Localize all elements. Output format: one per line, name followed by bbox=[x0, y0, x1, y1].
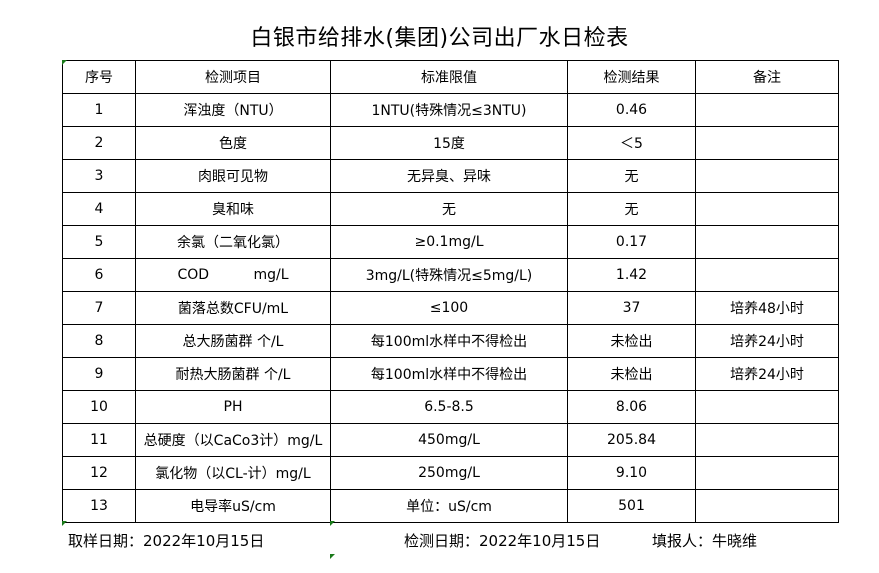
table-row: 2 色度 15度 ＜5 bbox=[62, 126, 839, 160]
table-cell[interactable]: 9 bbox=[62, 357, 136, 391]
table-cell[interactable]: 1NTU(特殊情况≤3NTU) bbox=[330, 93, 568, 127]
table-cell[interactable] bbox=[695, 456, 839, 490]
table-row: 11 总硬度（以CaCo3计）mg/L 450mg/L 205.84 bbox=[62, 423, 839, 457]
table-row: 10 PH 6.5-8.5 8.06 bbox=[62, 390, 839, 424]
table-cell[interactable] bbox=[695, 93, 839, 127]
table-header-row: 序号 检测项目 标准限值 检测结果 备注 bbox=[62, 60, 839, 94]
table-cell[interactable]: 电导率uS/cm bbox=[135, 489, 331, 523]
table-cell[interactable]: 11 bbox=[62, 423, 136, 457]
table-cell[interactable]: 0.17 bbox=[567, 225, 696, 259]
table-cell[interactable]: 4 bbox=[62, 192, 136, 226]
table-cell[interactable]: 每100ml水样中不得检出 bbox=[330, 357, 568, 391]
table-cell[interactable]: 2 bbox=[62, 126, 136, 160]
table-cell[interactable]: 无 bbox=[567, 192, 696, 226]
table-row: 7 菌落总数CFU/mL ≤100 37 培养48小时 bbox=[62, 291, 839, 325]
reporter: 填报人：牛晓维 bbox=[652, 532, 758, 550]
table-cell[interactable]: 5 bbox=[62, 225, 136, 259]
column-header: 标准限值 bbox=[330, 60, 568, 94]
table-cell[interactable]: 12 bbox=[62, 456, 136, 490]
column-header: 检测结果 bbox=[567, 60, 696, 94]
table-cell[interactable]: 每100ml水样中不得检出 bbox=[330, 324, 568, 358]
table-cell[interactable]: 1.42 bbox=[567, 258, 696, 292]
table-cell[interactable]: 无异臭、异味 bbox=[330, 159, 568, 193]
table-row: 8 总大肠菌群 个/L 每100ml水样中不得检出 未检出 培养24小时 bbox=[62, 324, 839, 358]
table-cell[interactable]: 8 bbox=[62, 324, 136, 358]
table-cell[interactable]: 8.06 bbox=[567, 390, 696, 424]
table-cell[interactable]: ≤100 bbox=[330, 291, 568, 325]
cell-marker-icon bbox=[62, 521, 67, 526]
table-cell[interactable] bbox=[695, 126, 839, 160]
table-cell[interactable]: ＜5 bbox=[567, 126, 696, 160]
table-cell[interactable] bbox=[695, 390, 839, 424]
table-cell[interactable]: 耐热大肠菌群 个/L bbox=[135, 357, 331, 391]
table-cell[interactable]: 总大肠菌群 个/L bbox=[135, 324, 331, 358]
test-date: 检测日期：2022年10月15日 bbox=[404, 532, 601, 550]
table-cell[interactable]: 205.84 bbox=[567, 423, 696, 457]
table-cell[interactable] bbox=[695, 489, 839, 523]
table-cell[interactable]: 9.10 bbox=[567, 456, 696, 490]
page-title: 白银市给排水(集团)公司出厂水日检表 bbox=[250, 26, 629, 51]
table-cell[interactable]: 未检出 bbox=[567, 357, 696, 391]
table-cell[interactable]: 6.5-8.5 bbox=[330, 390, 568, 424]
column-header: 检测项目 bbox=[135, 60, 331, 94]
table-cell[interactable]: 未检出 bbox=[567, 324, 696, 358]
table-cell[interactable]: 无 bbox=[330, 192, 568, 226]
column-header: 序号 bbox=[62, 60, 136, 94]
table-row: 1 浑浊度（NTU） 1NTU(特殊情况≤3NTU) 0.46 bbox=[62, 93, 839, 127]
table-cell[interactable]: 培养48小时 bbox=[695, 291, 839, 325]
table-row: 5 余氯（二氧化氯） ≥0.1mg/L 0.17 bbox=[62, 225, 839, 259]
table-cell[interactable] bbox=[695, 192, 839, 226]
table-cell[interactable] bbox=[695, 258, 839, 292]
table-cell[interactable]: 501 bbox=[567, 489, 696, 523]
cell-marker-icon bbox=[330, 554, 335, 559]
column-header: 备注 bbox=[695, 60, 839, 94]
table-row: 6 COD mg/L 3mg/L(特殊情况≤5mg/L) 1.42 bbox=[62, 258, 839, 292]
table-cell[interactable]: ≥0.1mg/L bbox=[330, 225, 568, 259]
table-cell[interactable]: 培养24小时 bbox=[695, 357, 839, 391]
table-cell[interactable]: 培养24小时 bbox=[695, 324, 839, 358]
table-cell[interactable]: 余氯（二氧化氯） bbox=[135, 225, 331, 259]
table-cell[interactable]: 1 bbox=[62, 93, 136, 127]
table-cell[interactable]: 10 bbox=[62, 390, 136, 424]
cell-marker-icon bbox=[62, 60, 67, 65]
table-cell[interactable]: 单位：uS/cm bbox=[330, 489, 568, 523]
table-cell[interactable]: 250mg/L bbox=[330, 456, 568, 490]
table-row: 12 氯化物（以CL-计）mg/L 250mg/L 9.10 bbox=[62, 456, 839, 490]
table-cell[interactable]: 450mg/L bbox=[330, 423, 568, 457]
table-row: 9 耐热大肠菌群 个/L 每100ml水样中不得检出 未检出 培养24小时 bbox=[62, 357, 839, 391]
table-cell[interactable]: 氯化物（以CL-计）mg/L bbox=[135, 456, 331, 490]
table-cell[interactable]: COD mg/L bbox=[135, 258, 331, 292]
table-cell[interactable]: 13 bbox=[62, 489, 136, 523]
table-cell[interactable]: PH bbox=[135, 390, 331, 424]
cell-marker-icon bbox=[330, 521, 335, 526]
table-cell[interactable] bbox=[695, 423, 839, 457]
table-cell[interactable]: 臭和味 bbox=[135, 192, 331, 226]
table-cell[interactable]: 15度 bbox=[330, 126, 568, 160]
table-cell[interactable]: 无 bbox=[567, 159, 696, 193]
table-cell[interactable]: 6 bbox=[62, 258, 136, 292]
table-row: 13 电导率uS/cm 单位：uS/cm 501 bbox=[62, 489, 839, 523]
table-cell[interactable]: 3mg/L(特殊情况≤5mg/L) bbox=[330, 258, 568, 292]
table-cell[interactable]: 浑浊度（NTU） bbox=[135, 93, 331, 127]
table-cell[interactable]: 总硬度（以CaCo3计）mg/L bbox=[135, 423, 331, 457]
sampling-date: 取样日期：2022年10月15日 bbox=[68, 532, 265, 550]
inspection-table: 序号 检测项目 标准限值 检测结果 备注 1 浑浊度（NTU） 1NTU(特殊情况≤3NTU… bbox=[62, 60, 839, 523]
table-cell[interactable]: 菌落总数CFU/mL bbox=[135, 291, 331, 325]
table-cell[interactable] bbox=[695, 159, 839, 193]
table-cell[interactable] bbox=[695, 225, 839, 259]
table-cell[interactable]: 色度 bbox=[135, 126, 331, 160]
table-row: 4 臭和味无无 bbox=[62, 192, 839, 226]
table-cell[interactable]: 7 bbox=[62, 291, 136, 325]
table-row: 3 肉眼可见物 无异臭、异味无 bbox=[62, 159, 839, 193]
table-cell[interactable]: 0.46 bbox=[567, 93, 696, 127]
table-cell[interactable]: 3 bbox=[62, 159, 136, 193]
table-cell[interactable]: 37 bbox=[567, 291, 696, 325]
table-cell[interactable]: 肉眼可见物 bbox=[135, 159, 331, 193]
